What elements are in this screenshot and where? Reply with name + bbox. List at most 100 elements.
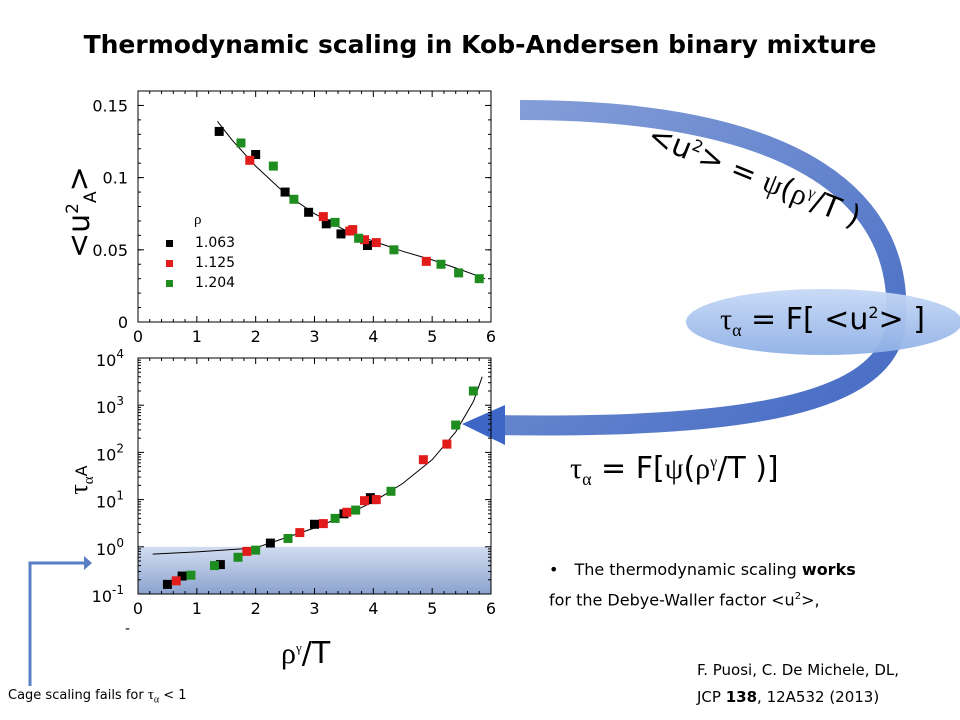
legend-item-1063: 1.063 (166, 233, 235, 253)
legend-swatch-red (166, 260, 173, 267)
bullet-bold-works: works (801, 560, 856, 579)
data-point (421, 256, 431, 266)
citation-authors: F. Puosi, C. De Michele, DL, (697, 661, 899, 679)
data-point (236, 138, 246, 148)
bullet-text: • The thermodynamic scaling works for the… (549, 556, 856, 613)
flow-arrow-head (462, 405, 505, 445)
xlabel-rest: /T (301, 636, 331, 671)
cage-region-band (138, 546, 491, 594)
data-point (371, 495, 381, 505)
data-point (336, 229, 346, 239)
legend-swatch-black (166, 240, 173, 247)
data-point (186, 570, 196, 580)
bottom-x-axis-label: ργ/T (281, 636, 330, 671)
x-tick-label: 1 (192, 599, 202, 618)
y-tick-label: 0.1 (103, 169, 128, 188)
data-point (215, 560, 225, 570)
legend-item-1125: 1.125 (166, 253, 235, 273)
data-point (436, 259, 446, 269)
x-tick-label: 3 (309, 327, 319, 346)
cage-tau: τ (147, 687, 154, 703)
data-point (304, 207, 314, 217)
data-point (371, 238, 381, 248)
data-point (321, 219, 331, 229)
bottom-chart-panel: 0 1 2 3 4 5 6 104 103 102 101 100 10-1 (92, 347, 496, 618)
x-tick-label: 5 (427, 599, 437, 618)
data-point (360, 235, 370, 245)
y-tick-label: 104 (96, 347, 124, 370)
equation-bottom: τα = F[ψ(ργ/T )] (570, 451, 779, 490)
ylabel-tau: τ (64, 484, 93, 495)
ylabel-A: A (72, 465, 91, 477)
top-chart-panel: 0 1 2 3 4 5 6 0 0.05 0.1 0.15 (92, 90, 496, 346)
eq-bot-gamma: γ (710, 454, 718, 471)
x-tick-label: 6 (486, 599, 496, 618)
bottom-y-axis-label: ταA (38, 440, 118, 520)
citation: F. Puosi, C. De Michele, DL, JCP 138, 12… (697, 657, 899, 711)
data-point (454, 268, 464, 278)
eq-bot-rest1: = F[ (591, 451, 665, 486)
y-tick-label: 103 (96, 394, 124, 417)
x-tick-label: 5 (427, 327, 437, 346)
data-point (209, 561, 219, 571)
y-tick-label: 10-1 (92, 583, 124, 606)
data-point (318, 519, 328, 529)
data-point (233, 552, 243, 562)
ylabel-sub: A (81, 191, 101, 204)
bullet-marker: • (549, 560, 559, 579)
citation-volume: 138 (725, 688, 758, 706)
fit-curve (217, 120, 486, 280)
data-point (265, 538, 275, 548)
top-y-axis-label: <u2A> (28, 166, 118, 258)
data-point (177, 571, 187, 581)
bullet-line2-end: >, (801, 590, 820, 610)
y-tick-label: 102 (96, 441, 124, 464)
ylabel-sup: 2 (63, 203, 83, 214)
data-point (386, 486, 396, 496)
cage-bracket-arrow (84, 556, 92, 570)
ylabel-alpha: α (81, 476, 98, 485)
legend-label: 1.063 (195, 235, 236, 251)
data-point (268, 161, 278, 171)
eq-bot-psi: ψ (664, 452, 684, 485)
data-point (318, 212, 328, 222)
x-tick-label: 2 (251, 327, 261, 346)
data-point (360, 496, 370, 506)
legend-item-1204: 1.204 (166, 273, 235, 293)
data-point (348, 225, 358, 235)
y-tick-label: 100 (96, 536, 124, 559)
eq-mid-tau: τ (720, 303, 733, 336)
legend-label: 1.125 (195, 255, 236, 271)
ylabel-open: <u (62, 213, 97, 258)
legend-swatch-green (166, 280, 173, 287)
cage-note: Cage scaling fails for τα < 1 (8, 687, 187, 706)
cage-text: Cage scaling fails for (8, 688, 148, 703)
cage-alpha: α (153, 694, 160, 706)
data-point (295, 528, 305, 538)
eq-bot-rho: ρ (695, 452, 711, 485)
cage-end: < 1 (159, 688, 187, 703)
data-point (418, 455, 428, 465)
eq-mid-rest: = F[ <u (741, 302, 869, 337)
data-point (242, 546, 252, 556)
data-point (280, 187, 290, 197)
legend-label: 1.204 (195, 275, 236, 291)
eq-mid-alpha: α (732, 320, 742, 340)
equation-middle: τα = F[ <u2> ] (720, 302, 925, 341)
x-tick-label: 2 (251, 599, 261, 618)
x-tick-label: 3 (309, 599, 319, 618)
data-point (171, 576, 181, 586)
slide-title: Thermodynamic scaling in Kob-Andersen bi… (83, 30, 877, 59)
data-point (310, 519, 319, 529)
data-point (251, 150, 261, 160)
y-tick-label: 0.15 (92, 96, 128, 115)
eq-bot-paren: ( (683, 451, 696, 486)
data-point (468, 386, 478, 396)
data-point (354, 233, 364, 243)
eq-bot-alpha: α (582, 469, 592, 489)
x-tick-label: 4 (368, 327, 378, 346)
x-tick-label: 0 (133, 599, 143, 618)
data-point (474, 274, 484, 284)
legend: 1.063 1.125 1.204 (166, 233, 235, 293)
